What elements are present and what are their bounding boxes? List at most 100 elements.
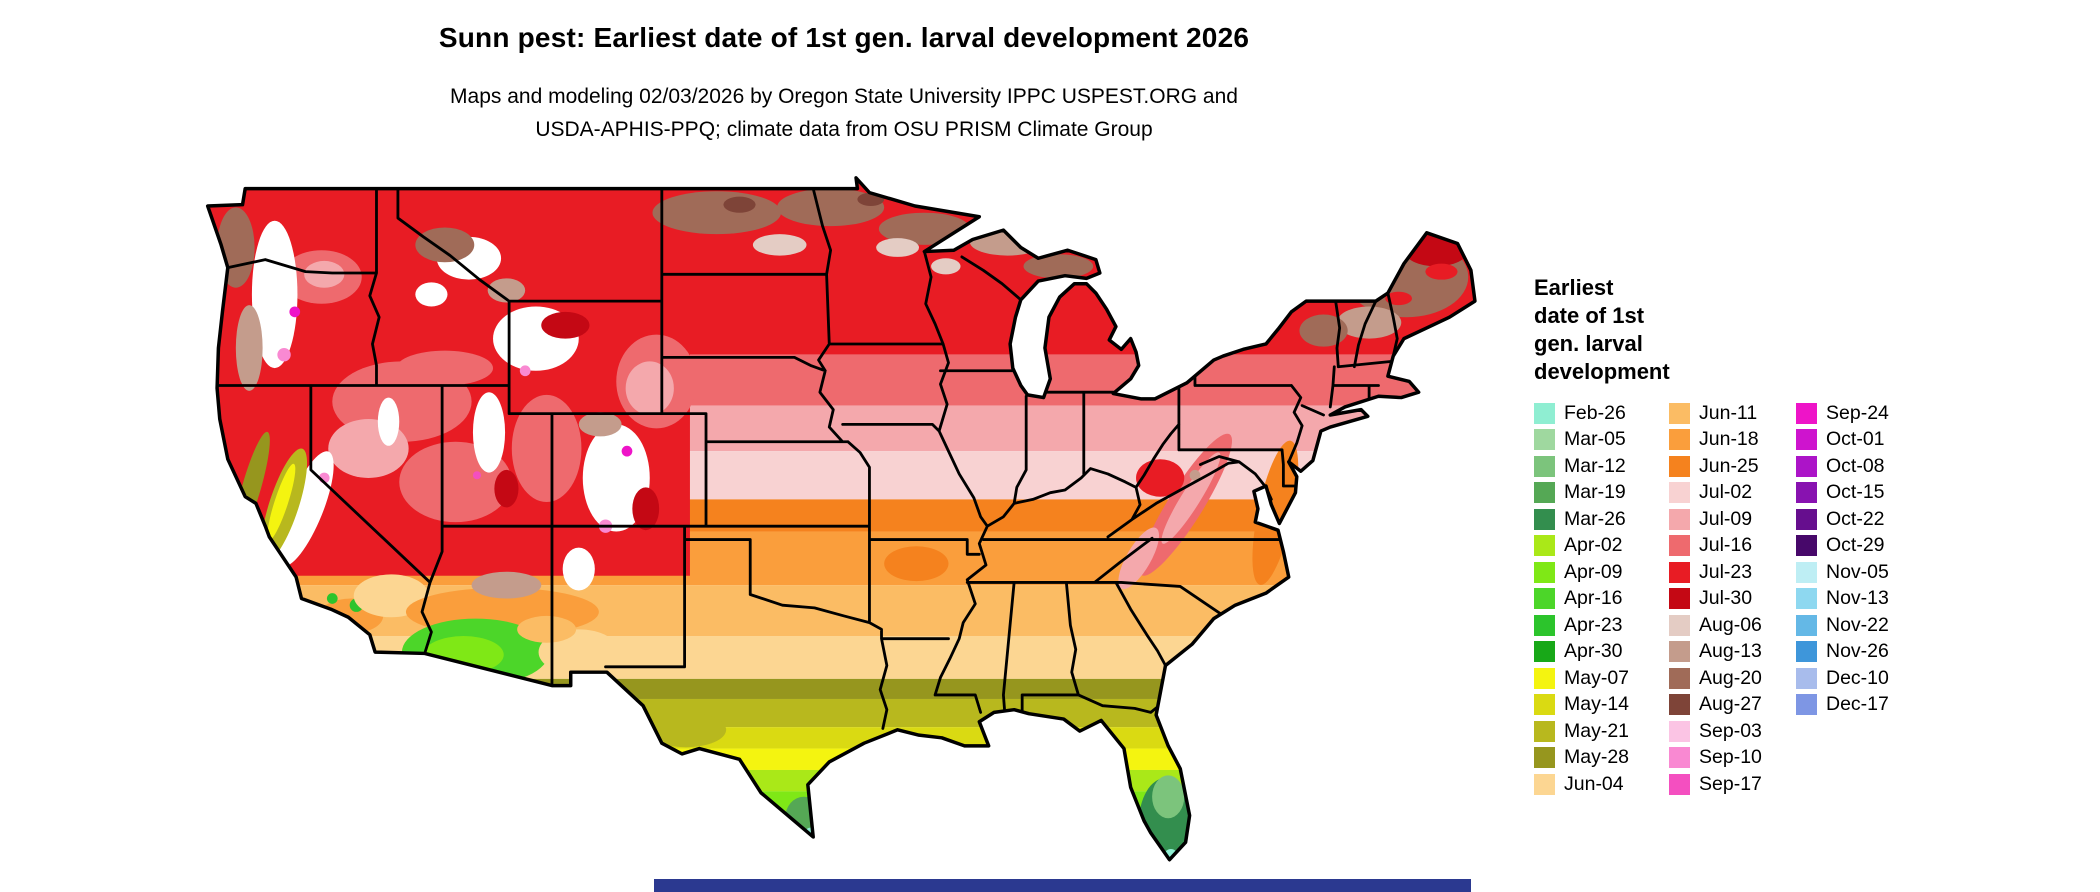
- us-map: [201, 167, 1487, 884]
- legend-entry: Aug-06: [1669, 612, 1796, 639]
- legend-swatch: [1534, 641, 1555, 663]
- legend-entry: May-28: [1534, 745, 1669, 772]
- legend-entry: Jun-25: [1669, 453, 1796, 480]
- page-title: Sunn pest: Earliest date of 1st gen. lar…: [438, 22, 1250, 53]
- legend-swatch: [1534, 694, 1555, 716]
- legend-entry: Jul-30: [1669, 586, 1796, 613]
- legend-swatch: [1669, 508, 1690, 530]
- legend-label: Sep-24: [1826, 401, 1889, 424]
- legend-label: Aug-06: [1699, 613, 1762, 636]
- legend-swatch: [1669, 455, 1690, 477]
- legend-label: Sep-17: [1699, 772, 1762, 795]
- legend-entry: Oct-01: [1796, 427, 1889, 454]
- legend-entry: Mar-26: [1534, 506, 1669, 533]
- legend-entry: Oct-15: [1796, 480, 1889, 507]
- legend-entry: Jul-23: [1669, 559, 1796, 586]
- legend-swatch: [1796, 614, 1817, 636]
- legend-swatch: [1796, 667, 1817, 689]
- legend-entry: Jun-18: [1669, 427, 1796, 454]
- legend-entry: Apr-16: [1534, 586, 1669, 613]
- legend-swatch: [1796, 641, 1817, 663]
- legend-label: Jun-25: [1699, 454, 1759, 477]
- legend-title-line-2: date of 1st: [1534, 303, 1645, 328]
- legend-label: Aug-13: [1699, 640, 1762, 663]
- legend-swatch: [1796, 429, 1817, 451]
- legend-title: Earliest date of 1st gen. larval develop…: [1534, 274, 2094, 386]
- legend-column-3: Sep-24 Oct-01 Oct-08 Oct-15 Oct-22 Oct-29 Nov-…: [1796, 400, 1889, 798]
- legend-swatch: [1534, 455, 1555, 477]
- legend-label: May-21: [1564, 719, 1630, 742]
- legend-entry: Feb-26: [1534, 400, 1669, 427]
- legend-entry: Sep-03: [1669, 718, 1796, 745]
- legend-label: Apr-09: [1564, 560, 1623, 583]
- legend-entry: Dec-10: [1796, 665, 1889, 692]
- legend-label: Apr-30: [1564, 640, 1623, 663]
- legend-label: Dec-10: [1826, 666, 1889, 689]
- us-outline: [205, 176, 1477, 862]
- legend-entry: Jul-02: [1669, 480, 1796, 507]
- legend-swatch: [1534, 747, 1555, 769]
- legend-label: Mar-26: [1564, 507, 1626, 530]
- subtitle: Maps and modeling 02/03/2026 by Oregon S…: [0, 80, 1688, 146]
- legend-label: Jul-02: [1699, 481, 1753, 504]
- legend-swatch: [1669, 747, 1690, 769]
- legend-entry: Mar-05: [1534, 427, 1669, 454]
- legend-swatch: [1796, 694, 1817, 716]
- legend-label: Oct-22: [1826, 507, 1885, 530]
- legend-label: Jul-30: [1699, 587, 1753, 610]
- state-borders: [214, 187, 1399, 730]
- legend-entry: Apr-23: [1534, 612, 1669, 639]
- legend-entry: Mar-19: [1534, 480, 1669, 507]
- legend-label: Mar-12: [1564, 454, 1626, 477]
- legend-title-line-4: development: [1534, 359, 1670, 384]
- legend-swatch: [1669, 402, 1690, 424]
- legend-swatch: [1534, 588, 1555, 610]
- legend-label: Oct-29: [1826, 534, 1885, 557]
- legend-entry: Aug-27: [1669, 692, 1796, 719]
- subtitle-line-2: USDA-APHIS-PPQ; climate data from OSU PR…: [535, 118, 1153, 141]
- legend-label: Aug-27: [1699, 693, 1762, 716]
- legend-entry: Jul-16: [1669, 533, 1796, 560]
- legend-entry: Nov-22: [1796, 612, 1889, 639]
- legend-label: Apr-23: [1564, 613, 1623, 636]
- legend-swatch: [1669, 720, 1690, 742]
- legend-label: Sep-03: [1699, 719, 1762, 742]
- legend-swatch: [1669, 561, 1690, 583]
- legend-label: Jul-09: [1699, 507, 1753, 530]
- legend-swatch: [1534, 482, 1555, 504]
- legend-label: Mar-19: [1564, 481, 1626, 504]
- footer-bar: [654, 879, 1471, 892]
- legend-entry: Oct-08: [1796, 453, 1889, 480]
- legend-entry: Aug-20: [1669, 665, 1796, 692]
- legend-swatch: [1534, 773, 1555, 795]
- legend-swatch: [1534, 429, 1555, 451]
- legend-entry: Mar-12: [1534, 453, 1669, 480]
- legend-label: Feb-26: [1564, 401, 1626, 424]
- legend-entry: Apr-09: [1534, 559, 1669, 586]
- legend-label: Oct-15: [1826, 481, 1885, 504]
- legend-label: Apr-02: [1564, 534, 1623, 557]
- legend-entry: Nov-13: [1796, 586, 1889, 613]
- legend-swatch: [1669, 641, 1690, 663]
- legend-entry: Apr-30: [1534, 639, 1669, 666]
- legend-swatch: [1669, 667, 1690, 689]
- legend-label: Jun-18: [1699, 428, 1759, 451]
- legend-entry: Sep-10: [1669, 745, 1796, 772]
- legend-label: Jun-04: [1564, 772, 1624, 795]
- legend-label: Apr-16: [1564, 587, 1623, 610]
- legend-swatch: [1796, 402, 1817, 424]
- legend-label: Nov-22: [1826, 613, 1889, 636]
- legend-swatch: [1534, 508, 1555, 530]
- legend-entry: Sep-24: [1796, 400, 1889, 427]
- legend-swatch: [1534, 535, 1555, 557]
- legend-title-line-3: gen. larval: [1534, 331, 1643, 356]
- legend-swatch: [1534, 402, 1555, 424]
- legend-label: Mar-05: [1564, 428, 1626, 451]
- legend-swatch: [1669, 773, 1690, 795]
- legend-entry: Dec-17: [1796, 692, 1889, 719]
- legend-entry: Nov-05: [1796, 559, 1889, 586]
- legend-swatch: [1534, 614, 1555, 636]
- legend-swatch: [1796, 561, 1817, 583]
- legend-swatch: [1669, 614, 1690, 636]
- legend-label: May-07: [1564, 666, 1630, 689]
